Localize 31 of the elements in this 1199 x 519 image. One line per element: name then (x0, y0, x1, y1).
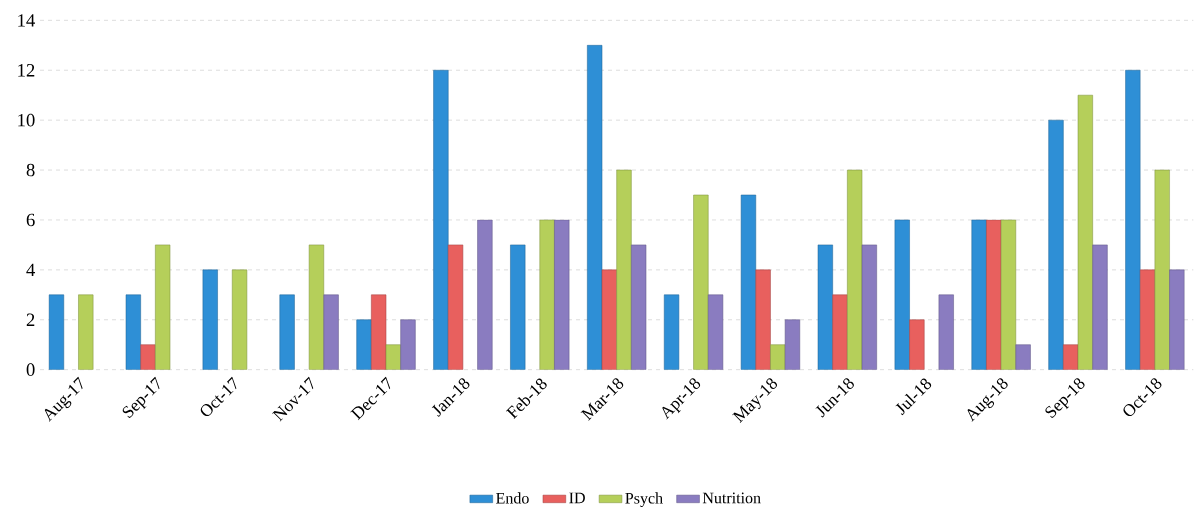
bar (1125, 69, 1141, 370)
bar (755, 269, 771, 370)
y-tick-label: 6 (26, 213, 35, 227)
y-tick-label: 12 (18, 64, 35, 77)
bar (539, 219, 555, 370)
y-tick-label: 4 (26, 263, 36, 276)
bar (1048, 119, 1064, 370)
bar (400, 319, 416, 370)
bar (971, 219, 987, 370)
y-tick-label: 8 (26, 163, 35, 177)
legend-label: Endo (496, 492, 529, 504)
legend-label: ID (569, 492, 585, 504)
bar (356, 319, 372, 370)
bar (477, 219, 493, 370)
bar (616, 169, 632, 370)
y-tick-label: 2 (26, 313, 35, 326)
y-tick-label: 10 (18, 113, 35, 127)
bar (279, 294, 295, 370)
legend-label: Psych (625, 492, 663, 507)
bar (1092, 244, 1108, 370)
bar (1015, 344, 1031, 370)
bar (1169, 269, 1185, 370)
y-tick-label: 14 (18, 14, 36, 27)
bar (909, 319, 925, 370)
bar (323, 294, 339, 370)
bar (140, 344, 156, 370)
bar (693, 194, 709, 370)
legend-label: Nutrition (702, 492, 761, 504)
bar (832, 294, 848, 370)
y-tick-label: 0 (26, 363, 35, 376)
bar (433, 69, 449, 370)
